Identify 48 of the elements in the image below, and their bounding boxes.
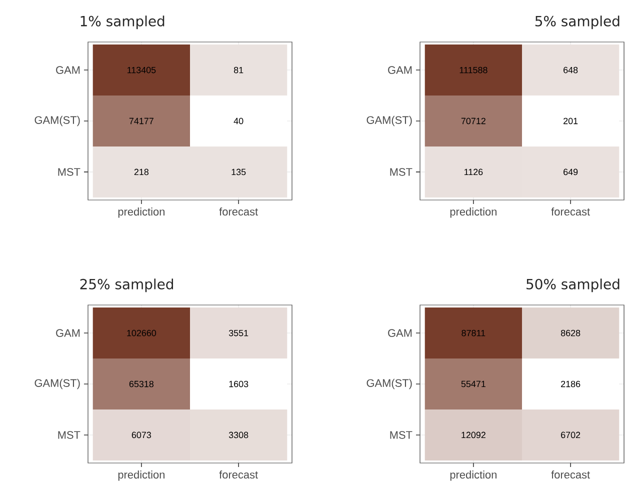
data-label: 111588 [460, 66, 488, 74]
data-label: 87811 [462, 330, 486, 336]
y-tick-label: GAM(ST) [366, 378, 412, 390]
data-label: 218 [134, 168, 149, 176]
chart-title: 5% sampled [535, 16, 620, 30]
data-label: 3308 [228, 432, 248, 438]
data-label: 8628 [560, 330, 580, 336]
y-tick-label: GAM [56, 329, 80, 337]
data-label: 2186 [561, 380, 580, 388]
x-tick-label: prediction [450, 470, 496, 481]
data-label: 1603 [229, 380, 248, 388]
data-label: 648 [564, 66, 578, 74]
y-tick-label: GAM [388, 66, 412, 74]
data-label: 12092 [462, 432, 486, 438]
y-tick-label: MST [58, 431, 80, 439]
y-tick-label: GAM(ST) [34, 116, 80, 126]
x-tick-label: prediction [118, 208, 164, 218]
data-label: 74177 [129, 118, 154, 124]
y-tick-label: GAM [56, 66, 80, 74]
data-label: 40 [234, 118, 244, 124]
y-tick-label: MST [390, 431, 412, 439]
x-tick-label: forecast [551, 208, 590, 216]
y-tick-label: MST [58, 168, 80, 176]
data-label: 6073 [132, 432, 152, 438]
data-label: 135 [232, 168, 246, 176]
data-label: 201 [564, 118, 578, 124]
data-label: 6702 [561, 432, 580, 438]
y-tick-label: GAM(ST) [34, 378, 80, 390]
data-label: 113405 [127, 66, 156, 74]
chart-title: 1% sampled [80, 16, 164, 30]
x-tick-label: forecast [219, 208, 258, 216]
x-tick-label: forecast [551, 470, 590, 479]
y-tick-label: GAM [388, 329, 412, 337]
data-label: 70712 [461, 118, 486, 124]
data-label: 55471 [461, 380, 486, 388]
data-label: 65318 [129, 380, 154, 388]
data-label: 1126 [464, 168, 483, 176]
x-tick-label: prediction [118, 470, 164, 481]
y-tick-label: MST [390, 168, 412, 176]
data-label: 81 [234, 66, 244, 74]
y-tick-label: GAM(ST) [366, 116, 412, 126]
x-tick-label: forecast [219, 470, 258, 479]
chart-title: 25% sampled [80, 278, 173, 292]
data-label: 649 [564, 168, 578, 176]
x-tick-label: prediction [450, 208, 496, 218]
data-label: 102660 [127, 330, 156, 336]
data-label: 3551 [228, 330, 248, 336]
chart-title: 50% sampled [526, 278, 620, 292]
